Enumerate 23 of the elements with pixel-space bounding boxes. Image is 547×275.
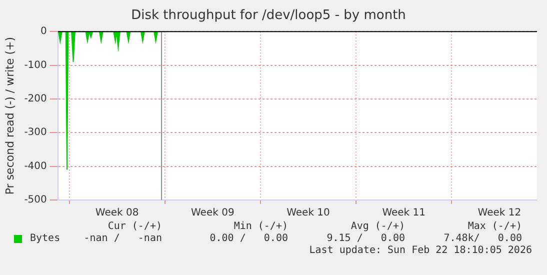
legend-label: Bytes (30, 233, 60, 244)
text: Max (-/+) (468, 221, 522, 232)
text: Cur (-/+) (108, 221, 162, 232)
text: 7.48k/ 0.00 (444, 233, 522, 244)
y-tick-label: -400 (24, 160, 47, 172)
text: 9.15 / 0.00 (326, 233, 405, 244)
text: Avg (-/+) (350, 221, 405, 232)
text: 0.00 / 0.00 (210, 233, 288, 244)
x-tick-label: Week 08 (95, 208, 139, 219)
y-tick-label: -200 (24, 94, 47, 105)
y-axis-title: Pr second read (-) / write (+) (3, 36, 16, 195)
x-tick-label: Week 09 (191, 208, 234, 219)
y-tick-label: -500 (24, 194, 47, 206)
x-tick-label: Week 10 (286, 208, 330, 219)
chart-title: Disk throughput for /dev/loop5 - by month (131, 8, 406, 24)
y-tick-label: 0 (40, 26, 47, 38)
text: Last update: Sun Feb 22 18:10:05 2026 (309, 245, 532, 256)
text: Min (-/+) (234, 221, 288, 232)
x-tick-label: Week 12 (478, 208, 522, 219)
text: -nan / -nan (84, 233, 162, 244)
y-tick-label: -100 (24, 60, 47, 71)
x-tick-label: Week 11 (382, 208, 426, 219)
y-tick-label: -300 (24, 127, 47, 138)
